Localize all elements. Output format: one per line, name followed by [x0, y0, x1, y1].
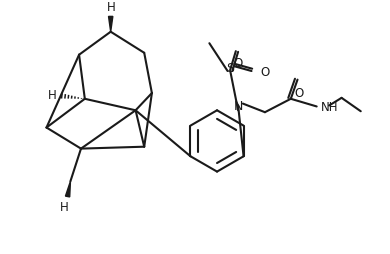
Text: O: O: [234, 56, 243, 69]
Text: H: H: [60, 201, 69, 214]
Text: H: H: [48, 89, 57, 102]
Text: S: S: [227, 61, 234, 74]
Polygon shape: [108, 17, 113, 33]
Text: N: N: [234, 100, 243, 113]
Text: NH: NH: [321, 101, 338, 114]
Polygon shape: [66, 181, 71, 197]
Text: H: H: [107, 1, 116, 13]
Text: O: O: [260, 65, 269, 78]
Text: O: O: [295, 87, 304, 100]
